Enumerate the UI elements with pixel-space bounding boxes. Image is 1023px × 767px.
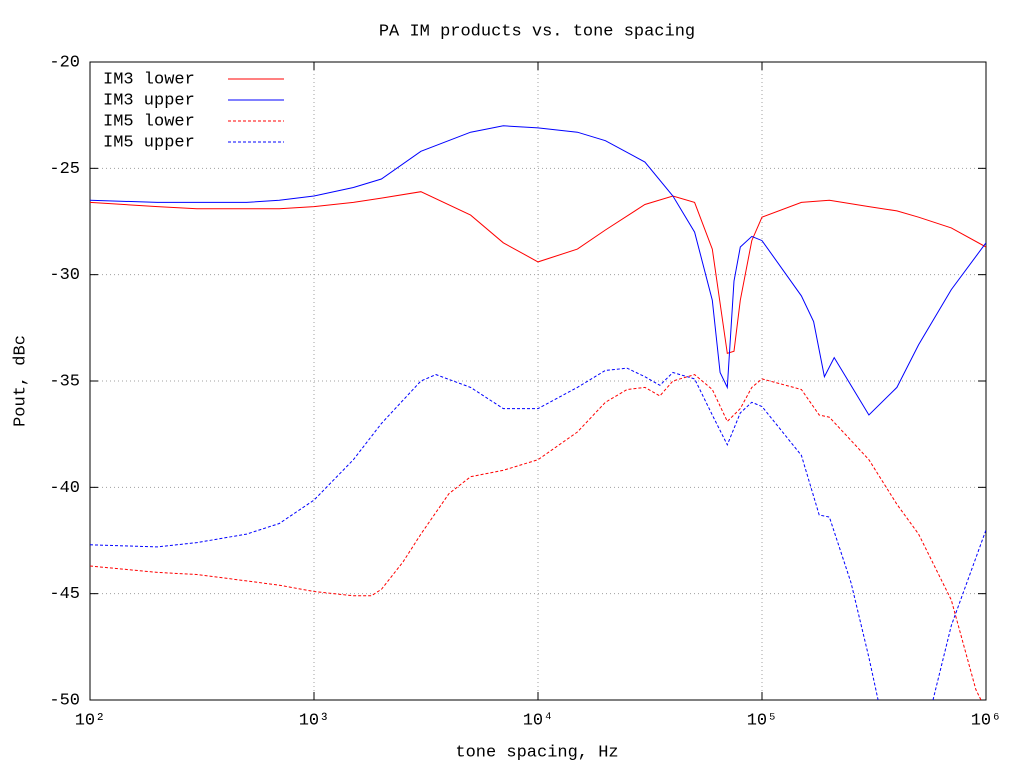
y-tick-label: -20 xyxy=(49,53,80,72)
y-tick-label: -45 xyxy=(49,585,80,604)
x-tick-label: 10⁵ xyxy=(747,711,778,730)
plot-frame xyxy=(89,61,987,701)
legend-label: IM3 upper xyxy=(103,91,195,110)
y-tick-label: -30 xyxy=(49,266,80,285)
legend-label: IM5 upper xyxy=(103,133,195,152)
x-tick-label: 10⁴ xyxy=(523,711,554,730)
series-line xyxy=(90,125,986,416)
series-line xyxy=(90,367,986,700)
x-tick-label: 10³ xyxy=(299,711,330,730)
y-tick-label: -25 xyxy=(49,160,80,179)
x-axis-label: tone spacing, Hz xyxy=(455,743,618,762)
plot-area xyxy=(90,125,986,700)
legend-label: IM5 lower xyxy=(103,112,195,131)
y-tick-label: -40 xyxy=(49,479,80,498)
y-tick-label: -35 xyxy=(49,372,80,391)
y-axis-label: Pout, dBc xyxy=(11,335,30,427)
series-line xyxy=(90,374,982,700)
x-tick-label: 10⁶ xyxy=(971,711,1002,730)
legend-label: IM3 lower xyxy=(103,70,195,89)
y-tick-label: -50 xyxy=(49,691,80,710)
series-line xyxy=(90,191,986,355)
chart-title: PA IM products vs. tone spacing xyxy=(379,22,695,41)
x-tick-label: 10² xyxy=(75,711,106,730)
